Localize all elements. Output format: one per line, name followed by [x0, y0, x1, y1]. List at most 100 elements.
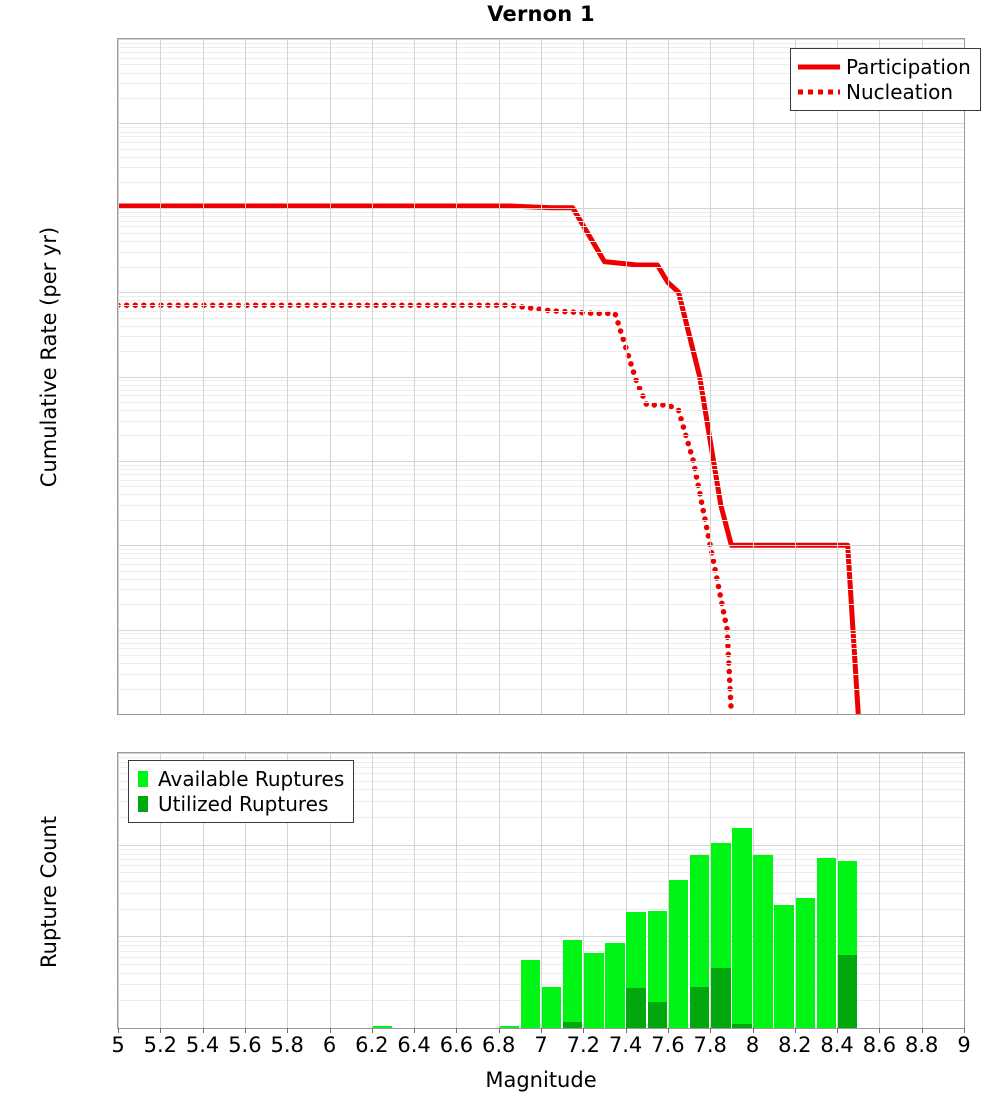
x-axis-label: Magnitude: [485, 1068, 597, 1092]
legend-item-available: Available Ruptures: [136, 766, 344, 791]
utilized-ruptures-bar: [562, 1022, 583, 1028]
x-tick-mark: [329, 1028, 331, 1033]
bar-group: [816, 753, 837, 1028]
available-ruptures-bar: [499, 1026, 520, 1028]
bar-group: [774, 753, 794, 1028]
x-tick-label: 7.8: [693, 1033, 727, 1057]
x-tick-label: 7: [534, 1033, 548, 1057]
x-tick-mark: [752, 1028, 754, 1033]
x-tick-label: 5.8: [270, 1033, 304, 1057]
legend-label: Nucleation: [846, 79, 954, 104]
utilized-ruptures-bar: [626, 988, 646, 1028]
x-tick-label: 8: [745, 1033, 760, 1057]
cumulative-rate-plot: [117, 38, 965, 715]
x-tick-label: 6: [322, 1033, 337, 1057]
utilized-ruptures-bar: [837, 954, 858, 1028]
available-ruptures-bar: [605, 942, 625, 1028]
available-ruptures-bar: [562, 939, 583, 1028]
available-ruptures-bar: [689, 855, 710, 1028]
x-tick-label: 5.2: [143, 1033, 177, 1057]
x-tick-mark: [541, 1028, 542, 1033]
x-tick-label: 5.4: [185, 1033, 220, 1057]
available-ruptures-bar: [520, 960, 541, 1028]
x-tick-label: 8.2: [778, 1033, 812, 1057]
legend-label: Available Ruptures: [158, 766, 345, 791]
nucleation-curve: [118, 302, 735, 714]
utilized-ruptures-bar: [711, 968, 731, 1028]
bar-group: [753, 753, 773, 1028]
bar-group: [541, 753, 562, 1028]
participation-line-icon: [798, 60, 840, 74]
utilized-ruptures-bar: [647, 1002, 668, 1028]
bar-group: [626, 753, 646, 1028]
available-ruptures-bar: [584, 953, 604, 1028]
x-tick-mark: [879, 1028, 881, 1033]
x-tick-mark: [371, 1028, 373, 1033]
available-swatch-icon: [136, 770, 152, 787]
legend-item-participation: Participation: [798, 54, 971, 79]
x-tick-mark: [583, 1028, 585, 1033]
x-tick-mark: [244, 1028, 246, 1033]
y-axis-label-bottom: Rupture Count: [37, 816, 61, 968]
x-tick-mark: [794, 1028, 796, 1033]
x-tick-mark: [667, 1028, 669, 1033]
x-tick-label: 8.8: [904, 1033, 939, 1057]
available-ruptures-bar: [816, 857, 837, 1028]
bar-group: [732, 753, 752, 1028]
available-ruptures-bar: [774, 904, 794, 1028]
x-tick-label: 6.2: [355, 1033, 389, 1057]
x-tick-mark: [837, 1028, 839, 1033]
x-tick-mark: [498, 1028, 500, 1033]
nucleation-line-icon: [798, 85, 840, 99]
bar-group: [562, 753, 583, 1028]
x-tick-label: 5: [111, 1033, 125, 1057]
x-tick-label: 7.4: [608, 1033, 643, 1057]
legend-bottom: Available Ruptures Utilized Ruptures: [128, 760, 355, 823]
bar-group: [372, 753, 393, 1028]
utilized-ruptures-bar: [732, 1024, 752, 1028]
available-ruptures-bar: [753, 855, 773, 1028]
bar-group: [499, 753, 520, 1028]
available-ruptures-bar: [647, 910, 668, 1028]
x-tick-label: 8.4: [820, 1033, 854, 1057]
x-tick-label: 5.6: [228, 1033, 262, 1057]
available-ruptures-bar: [732, 828, 752, 1028]
bar-group: [689, 753, 710, 1028]
x-tick-mark: [964, 1028, 965, 1033]
available-ruptures-bar: [541, 987, 562, 1028]
legend-item-nucleation: Nucleation: [798, 79, 971, 104]
bar-group: [668, 753, 689, 1028]
page-title: Vernon 1: [487, 2, 595, 26]
legend-item-utilized: Utilized Ruptures: [136, 791, 344, 816]
x-tick-mark: [710, 1028, 712, 1033]
x-tick-mark: [921, 1028, 923, 1033]
x-tick-mark: [160, 1028, 162, 1033]
utilized-swatch-icon: [136, 795, 152, 812]
bar-group: [837, 753, 858, 1028]
bar-group: [605, 753, 625, 1028]
x-tick-label: 6.8: [481, 1033, 516, 1057]
x-tick-mark: [625, 1028, 627, 1033]
x-tick-mark: [118, 1028, 119, 1033]
bar-group: [520, 753, 541, 1028]
available-ruptures-bar: [668, 880, 689, 1028]
utilized-ruptures-bar: [689, 987, 710, 1028]
x-tick-label: 9: [957, 1033, 971, 1057]
participation-curve: [118, 203, 861, 714]
x-tick-label: 6.6: [439, 1033, 474, 1057]
bar-group: [711, 753, 731, 1028]
x-tick-mark: [414, 1028, 416, 1033]
bar-group: [584, 753, 604, 1028]
x-tick-mark: [287, 1028, 289, 1033]
legend-label: Participation: [846, 54, 971, 79]
x-tick-mark: [202, 1028, 204, 1033]
legend-top: Participation Nucleation: [790, 48, 981, 111]
available-ruptures-bar: [795, 898, 816, 1028]
y-axis-label-top: Cumulative Rate (per yr): [37, 226, 61, 488]
rate-curves: [118, 203, 861, 714]
bar-group: [647, 753, 668, 1028]
x-tick-label: 7.2: [566, 1033, 600, 1057]
x-tick-label: 6.4: [397, 1033, 431, 1057]
available-ruptures-bar: [372, 1026, 393, 1028]
